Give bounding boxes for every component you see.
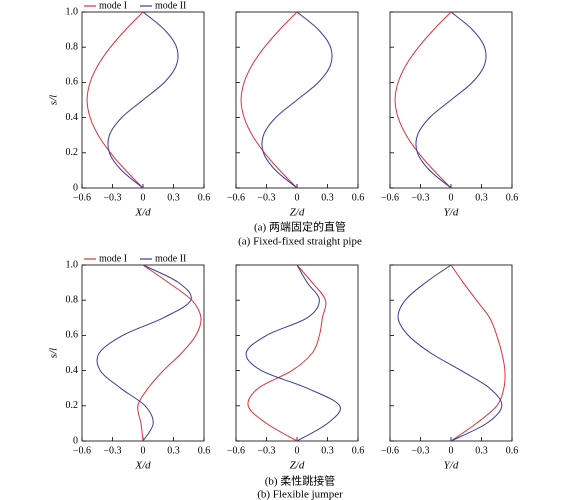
curve: [247, 264, 327, 442]
x-tick-label: −0.3: [257, 445, 275, 456]
x-tick-label: −0.6: [227, 445, 245, 456]
x-tick-label: 0.3: [167, 445, 180, 456]
plot-frame: [81, 264, 205, 442]
x-tick-label: −0.6: [381, 445, 399, 456]
x-tick-label: 0.3: [475, 192, 488, 203]
y-tick-label: 1.0: [66, 259, 79, 270]
curve: [397, 264, 503, 442]
x-tick-label: −0.6: [73, 445, 91, 456]
x-tick-label: −0.3: [257, 192, 275, 203]
caption-en: (b) Flexible jumper: [257, 489, 343, 500]
curve: [86, 11, 144, 189]
y-tick-label: 0.6: [66, 77, 79, 88]
x-tick-label: 0: [449, 445, 454, 456]
curve: [240, 11, 298, 189]
x-tick-label: 0.6: [352, 192, 365, 203]
curve: [245, 264, 341, 442]
legend-label: mode I: [99, 253, 127, 264]
x-tick-label: −0.6: [381, 192, 399, 203]
legend-label: mode I: [99, 0, 127, 11]
x-tick-label: 0.6: [506, 192, 519, 203]
caption-zh: (a) 两端固定的直管: [254, 220, 346, 234]
x-axis-label: Z/d: [290, 460, 305, 472]
x-tick-label: 0: [295, 192, 300, 203]
x-tick-label: −0.3: [411, 192, 429, 203]
x-tick-label: −0.3: [103, 445, 121, 456]
y-tick-label: 0: [73, 435, 78, 446]
y-tick-label: 0.8: [66, 294, 79, 305]
caption-zh: (b) 柔性跳接管: [265, 474, 336, 488]
curve: [96, 264, 192, 442]
y-tick-label: 1.0: [66, 6, 79, 17]
x-axis-label: X/d: [134, 207, 151, 219]
legend-label: mode II: [155, 0, 186, 11]
x-tick-label: −0.3: [411, 445, 429, 456]
y-axis-label: s/l: [48, 348, 60, 358]
curve: [394, 11, 452, 189]
x-tick-label: 0: [295, 445, 300, 456]
x-tick-label: 0.6: [352, 445, 365, 456]
x-tick-label: −0.6: [73, 192, 91, 203]
caption-en: (a) Fixed-fixed straight pipe: [238, 236, 362, 248]
y-tick-label: 0.6: [66, 330, 79, 341]
y-tick-label: 0.4: [66, 112, 79, 123]
x-axis-label: X/d: [134, 460, 151, 472]
y-axis-label: s/l: [48, 95, 60, 105]
x-axis-label: Z/d: [290, 207, 305, 219]
x-tick-label: 0.3: [475, 445, 488, 456]
plot-frame: [389, 264, 513, 442]
legend-label: mode II: [155, 253, 186, 264]
x-tick-label: −0.6: [227, 192, 245, 203]
x-tick-label: 0.6: [198, 445, 211, 456]
x-tick-label: 0.3: [321, 445, 334, 456]
y-tick-label: 0: [73, 182, 78, 193]
x-tick-label: 0.3: [167, 192, 180, 203]
x-tick-label: 0.3: [321, 192, 334, 203]
y-tick-label: 0.4: [66, 365, 79, 376]
y-tick-label: 0.8: [66, 41, 79, 52]
x-axis-label: Y/d: [444, 207, 459, 219]
curve: [107, 11, 179, 189]
x-tick-label: 0.6: [506, 445, 519, 456]
x-tick-label: 0: [449, 192, 454, 203]
x-tick-label: 0: [141, 192, 146, 203]
x-tick-label: 0: [141, 445, 146, 456]
curve: [261, 11, 333, 189]
curve: [450, 264, 506, 442]
curve: [415, 11, 487, 189]
x-axis-label: Y/d: [444, 460, 459, 472]
y-tick-label: 0.2: [66, 147, 79, 158]
x-tick-label: −0.3: [103, 192, 121, 203]
curve: [137, 264, 202, 442]
x-tick-label: 0.6: [198, 192, 211, 203]
y-tick-label: 0.2: [66, 400, 79, 411]
